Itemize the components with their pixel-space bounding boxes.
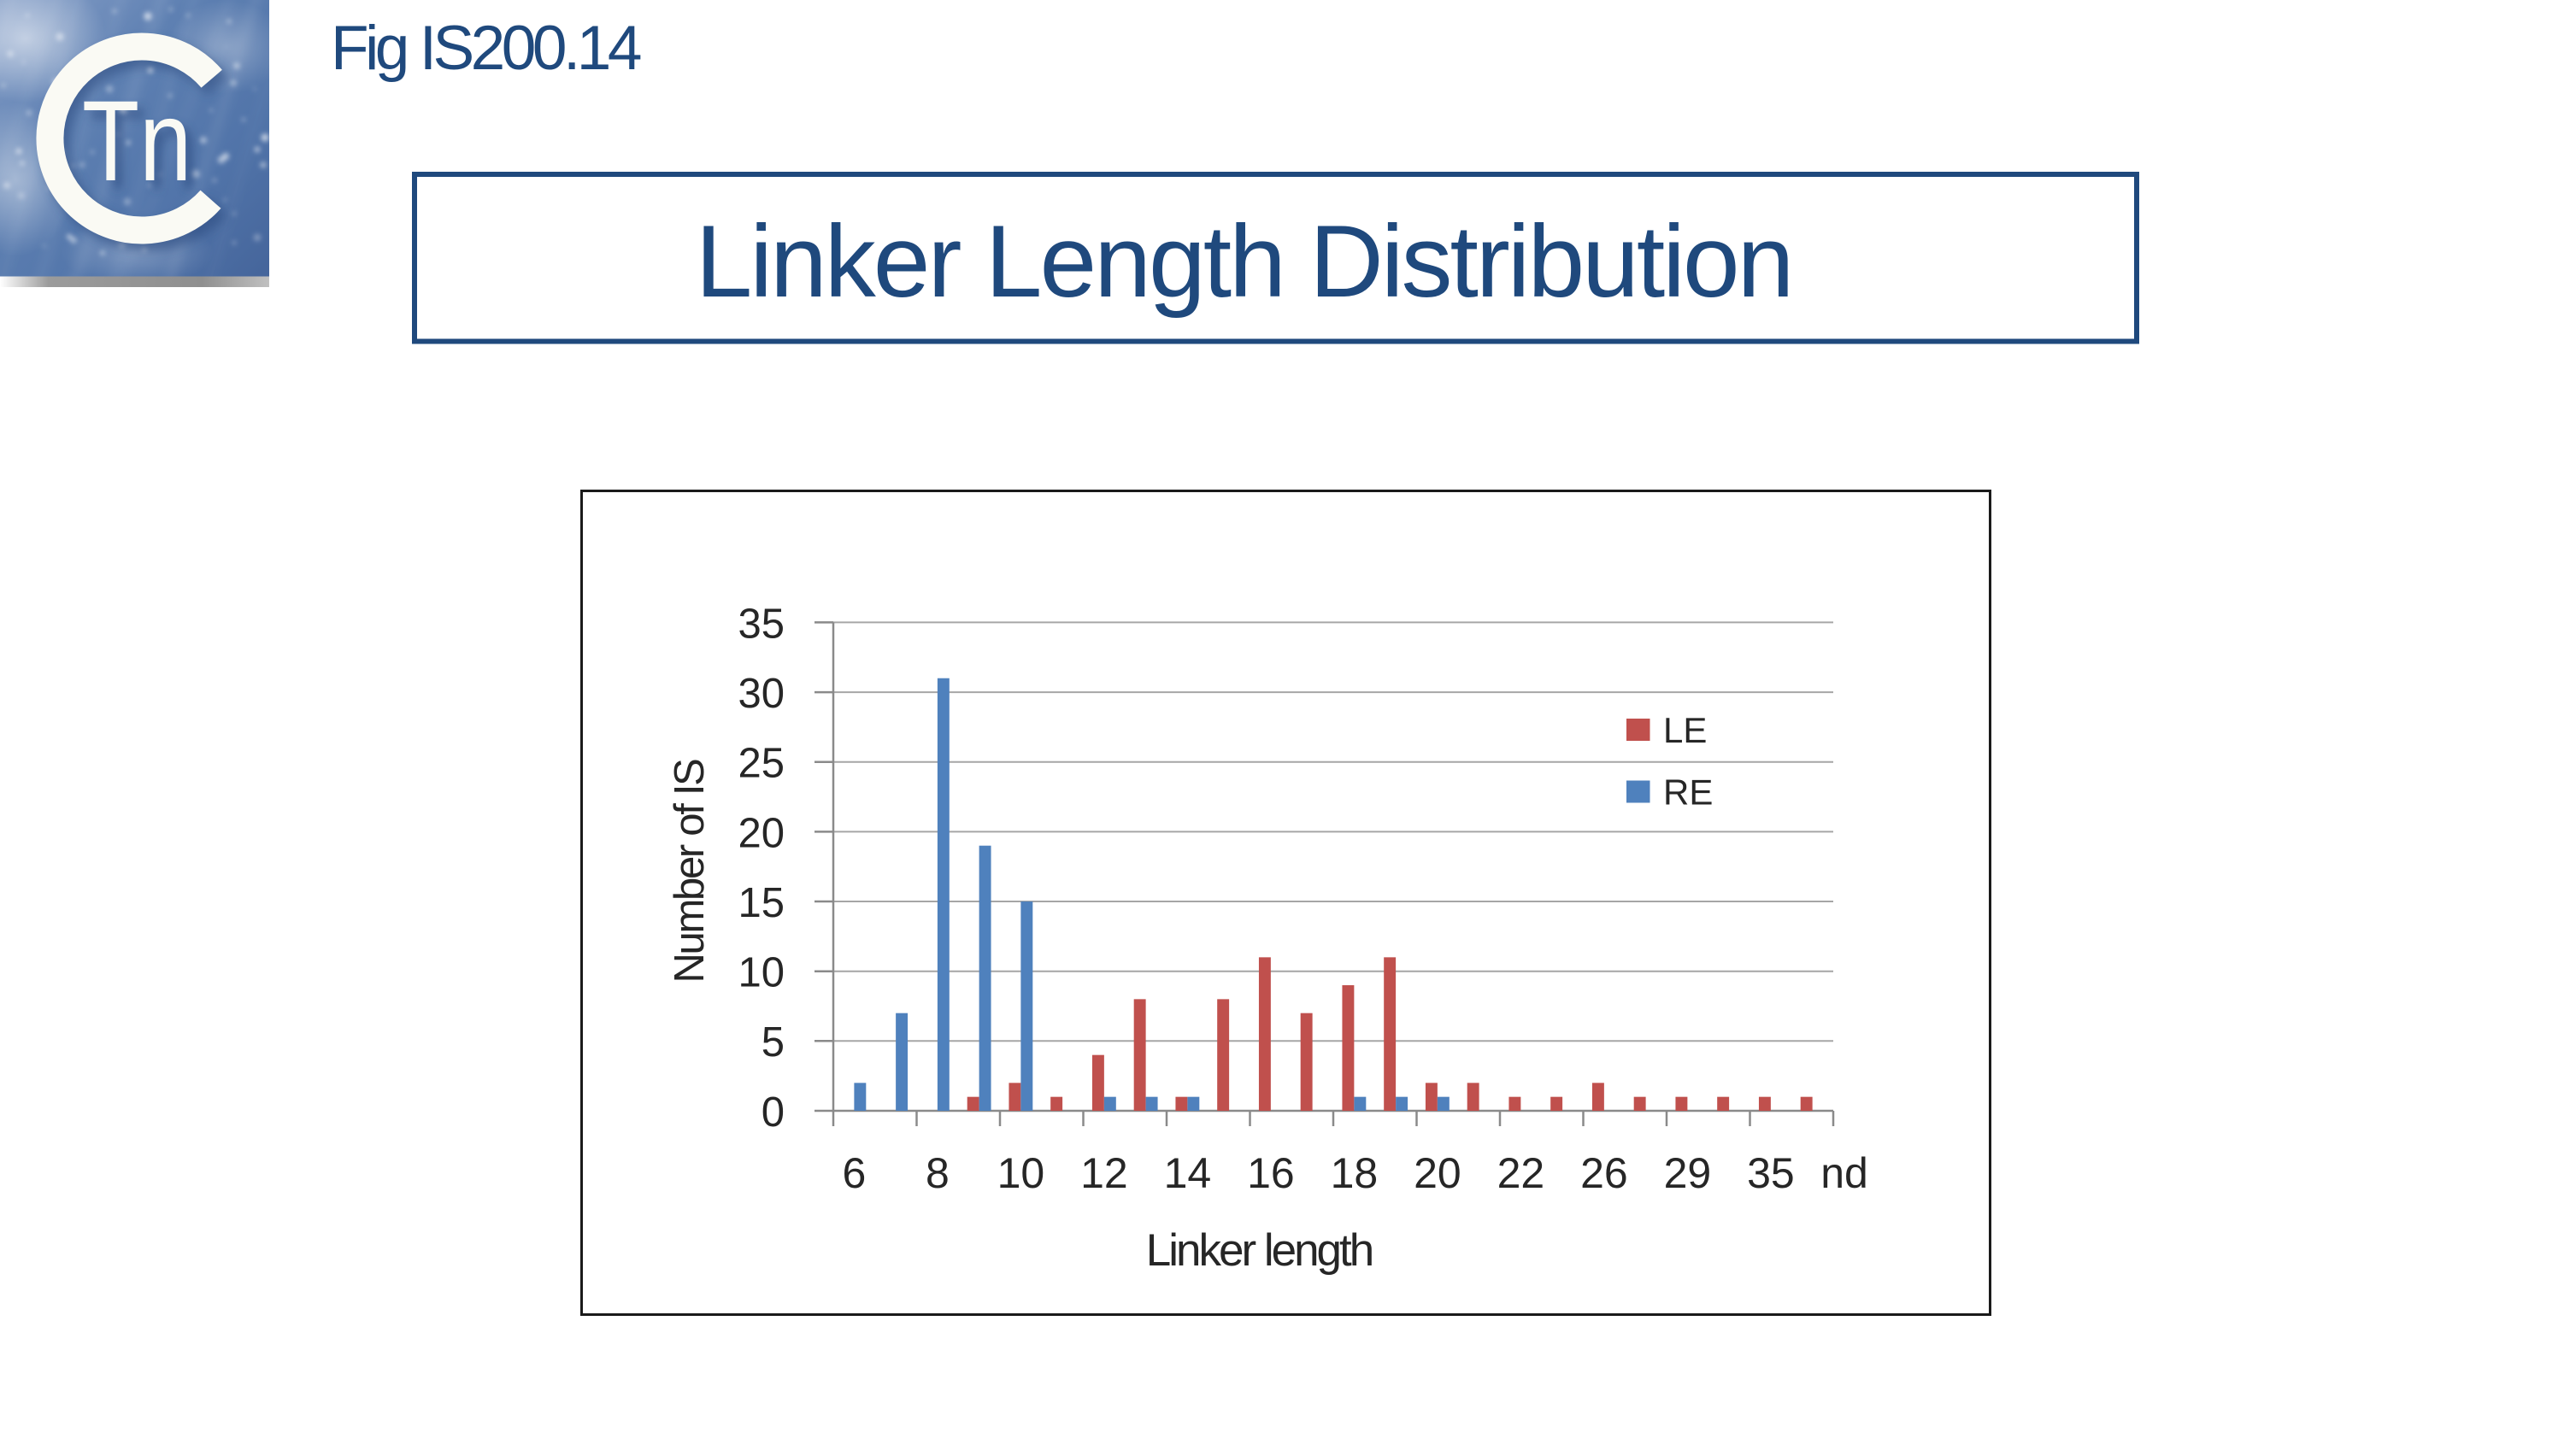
svg-text:0: 0: [762, 1089, 785, 1136]
svg-text:Tn: Tn: [89, 85, 198, 213]
svg-text:29: 29: [1664, 1149, 1712, 1197]
svg-text:Linker length: Linker length: [1146, 1225, 1373, 1276]
svg-text:16: 16: [1247, 1149, 1295, 1197]
svg-text:Fig IS200.14: Fig IS200.14: [331, 14, 641, 83]
svg-text:6: 6: [842, 1149, 866, 1197]
svg-text:10: 10: [738, 950, 785, 996]
svg-text:RE: RE: [1663, 772, 1713, 812]
svg-text:18: 18: [1331, 1149, 1379, 1197]
svg-text:15: 15: [738, 880, 785, 926]
svg-text:26: 26: [1580, 1149, 1628, 1197]
svg-text:Linker Length Distribution: Linker Length Distribution: [696, 204, 1792, 319]
svg-text:30: 30: [738, 671, 785, 717]
svg-text:5: 5: [762, 1019, 785, 1066]
svg-text:LE: LE: [1663, 710, 1707, 750]
svg-text:35: 35: [1747, 1149, 1795, 1197]
svg-text:22: 22: [1497, 1149, 1545, 1197]
svg-text:35: 35: [738, 601, 785, 647]
svg-text:Tn: Tn: [82, 77, 191, 205]
svg-text:20: 20: [738, 810, 785, 856]
svg-text:12: 12: [1080, 1149, 1128, 1197]
svg-text:25: 25: [738, 741, 785, 787]
svg-text:20: 20: [1414, 1149, 1461, 1197]
svg-text:nd: nd: [1820, 1149, 1868, 1197]
svg-text:14: 14: [1164, 1149, 1212, 1197]
svg-text:8: 8: [926, 1149, 950, 1197]
svg-text:Number of IS: Number of IS: [667, 760, 713, 983]
svg-text:10: 10: [997, 1149, 1045, 1197]
